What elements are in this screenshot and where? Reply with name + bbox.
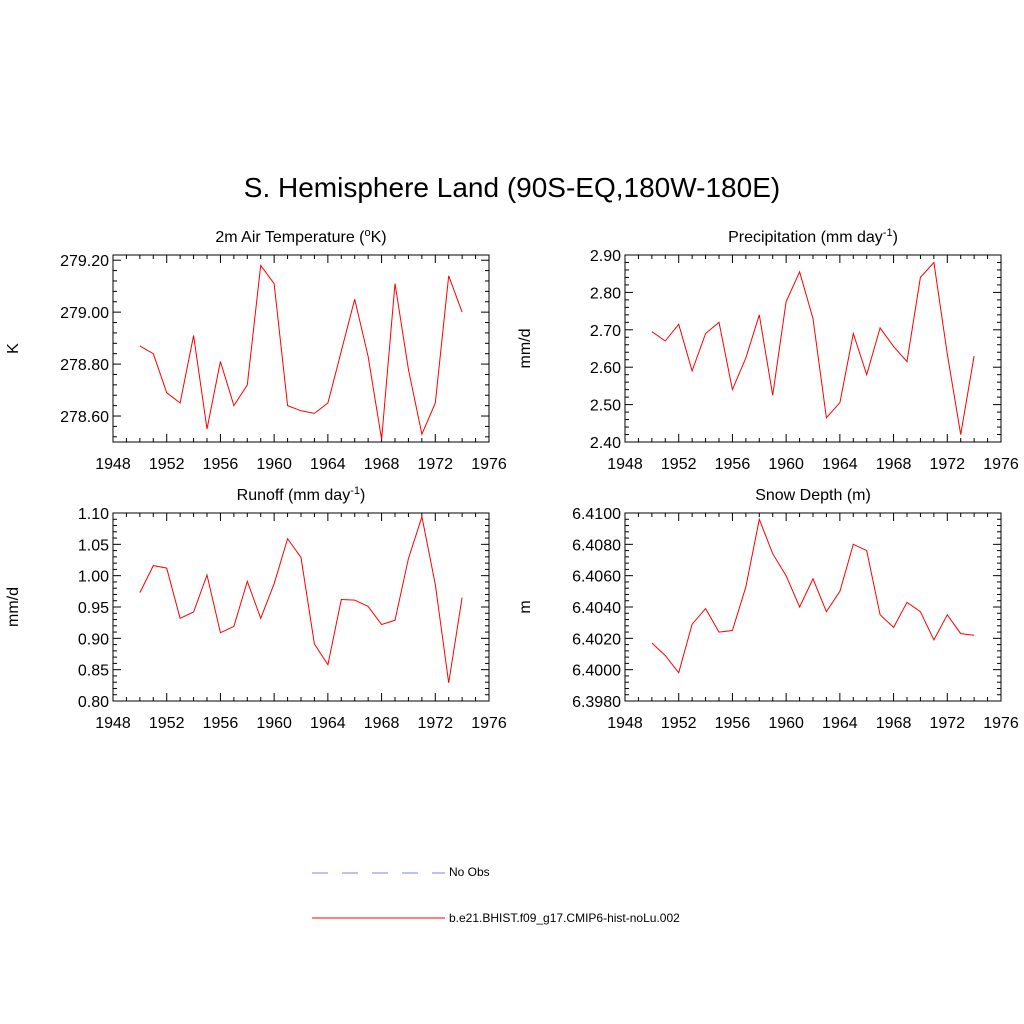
y-axis-label: mm/d — [5, 587, 22, 627]
panel-title: Snow Depth (m) — [755, 487, 871, 504]
x-tick-label: 1964 — [822, 456, 858, 473]
x-tick-label: 1952 — [149, 456, 185, 473]
x-tick-label: 1956 — [203, 456, 239, 473]
x-tick-label: 1972 — [417, 715, 453, 732]
x-tick-label: 1976 — [471, 456, 507, 473]
panel-snow: 1948 1952 1956 1960 1964 1968 1972 1976 6.3980 6.… — [517, 487, 1019, 732]
y-tick-label: 279.00 — [60, 305, 109, 322]
plot-frame — [112, 512, 490, 702]
y-tick-label: 6.3980 — [572, 694, 621, 711]
y-tick-label: 2.80 — [590, 285, 621, 302]
x-tick-label: 1968 — [876, 715, 912, 732]
y-tick-label: 6.4100 — [572, 506, 621, 523]
plot-frame — [624, 512, 1002, 702]
x-tick-label: 1972 — [929, 456, 965, 473]
y-tick-label: 1.00 — [78, 569, 109, 586]
y-tick-label: 6.4020 — [572, 631, 621, 648]
series-line — [139, 514, 463, 683]
x-tick-label: 1976 — [471, 715, 507, 732]
y-tick-label: 6.4040 — [572, 600, 621, 617]
x-tick-label: 1960 — [768, 456, 804, 473]
panel-temp: 1948 1952 1956 1960 1964 1968 1972 1976 278.60 27… — [5, 227, 507, 473]
y-tick-label: 6.4080 — [572, 537, 621, 554]
figure-title: S. Hemisphere Land (90S-EQ,180W-180E) — [243, 172, 781, 203]
x-tick-label: 1964 — [310, 456, 346, 473]
y-tick-label: 2.50 — [590, 398, 621, 415]
x-tick-label: 1964 — [310, 715, 346, 732]
y-tick-label: 279.20 — [60, 253, 109, 270]
y-tick-label: 2.70 — [590, 323, 621, 340]
y-axis-label: m — [517, 600, 534, 613]
x-tick-label: 1972 — [417, 456, 453, 473]
y-tick-label: 1.10 — [78, 506, 109, 523]
series-line — [139, 264, 463, 440]
x-tick-label: 1960 — [256, 715, 292, 732]
plot-frame — [624, 254, 1002, 443]
series-line — [651, 261, 975, 435]
x-tick-label: 1952 — [661, 715, 697, 732]
x-tick-label: 1976 — [983, 715, 1019, 732]
x-tick-label: 1956 — [715, 715, 751, 732]
x-tick-label: 1956 — [715, 456, 751, 473]
panel-precip: 1948 1952 1956 1960 1964 1968 1972 1976 2.40 2.50… — [517, 227, 1019, 473]
y-tick-label: 1.05 — [78, 537, 109, 554]
legend-label-model-run: b.e21.BHIST.f09_g17.CMIP6-hist-noLu.002 — [449, 911, 680, 925]
y-tick-label: 0.85 — [78, 663, 109, 680]
x-tick-label: 1960 — [256, 456, 292, 473]
x-tick-label: 1952 — [661, 456, 697, 473]
x-tick-label: 1964 — [822, 715, 858, 732]
x-tick-label: 1960 — [768, 715, 804, 732]
panel-title: Precipitation (mm day-1) — [728, 227, 898, 246]
x-tick-label: 1968 — [876, 456, 912, 473]
y-axis-label: mm/d — [517, 329, 534, 369]
y-tick-label: 2.40 — [590, 435, 621, 452]
y-tick-label: 0.80 — [78, 694, 109, 711]
x-tick-label: 1968 — [364, 715, 400, 732]
y-tick-label: 0.95 — [78, 600, 109, 617]
y-tick-label: 278.60 — [60, 409, 109, 426]
y-tick-label: 2.60 — [590, 360, 621, 377]
y-tick-label: 0.90 — [78, 631, 109, 648]
panel-title: 2m Air Temperature (oK) — [215, 227, 386, 246]
x-tick-label: 1956 — [203, 715, 239, 732]
y-tick-label: 2.90 — [590, 248, 621, 265]
plot-frame — [112, 254, 490, 443]
y-tick-label: 6.4060 — [572, 569, 621, 586]
series-line — [651, 517, 975, 674]
x-tick-label: 1976 — [983, 456, 1019, 473]
legend-label-no-obs: No Obs — [449, 865, 490, 879]
x-tick-label: 1952 — [149, 715, 185, 732]
panel-runoff: 1948 1952 1956 1960 1964 1968 1972 1976 0.80 0.85… — [5, 485, 507, 732]
x-tick-label: 1968 — [364, 456, 400, 473]
y-axis-label: K — [5, 343, 22, 354]
panel-title: Runoff (mm day-1) — [237, 485, 366, 504]
x-tick-label: 1972 — [929, 715, 965, 732]
x-tick-label: 1948 — [607, 456, 643, 473]
x-tick-label: 1948 — [95, 715, 131, 732]
y-tick-label: 6.4000 — [572, 663, 621, 680]
y-tick-label: 278.80 — [60, 357, 109, 374]
x-tick-label: 1948 — [95, 456, 131, 473]
x-tick-label: 1948 — [607, 715, 643, 732]
